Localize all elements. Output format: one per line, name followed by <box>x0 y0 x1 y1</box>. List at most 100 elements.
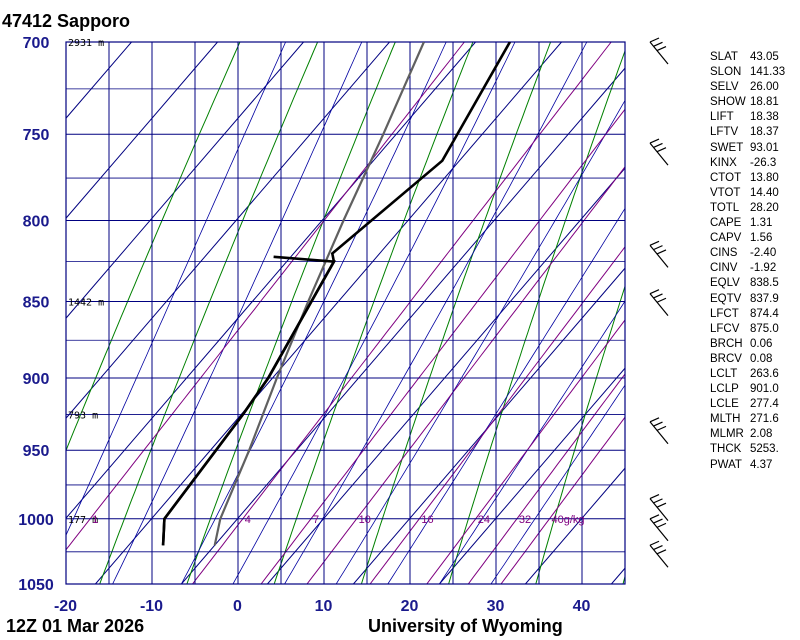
isotherm-line <box>66 42 476 519</box>
isotherm-line <box>95 42 562 584</box>
wind-barb-feather <box>649 417 660 423</box>
mixing-ratio-label: 1 <box>92 514 98 526</box>
index-value: 838.5 <box>750 277 779 290</box>
wind-barb-feather <box>656 522 667 528</box>
wind-barb-feather <box>656 297 667 303</box>
index-value: 1.31 <box>750 217 773 230</box>
index-value: 0.08 <box>750 352 773 365</box>
index-value: 0.06 <box>750 337 773 350</box>
wind-barb-feather <box>656 549 667 555</box>
index-row: CAPE 1.31 <box>710 216 785 231</box>
isotherm-line <box>181 67 625 584</box>
index-name: CTOT <box>710 171 742 184</box>
station-title: 47412 Sapporo <box>2 11 131 31</box>
index-value: 277.4 <box>750 398 779 411</box>
index-name: LFTV <box>710 126 739 139</box>
index-name: THCK <box>710 443 742 456</box>
temperature-tick-label: 30 <box>487 598 505 615</box>
grid <box>65 41 626 585</box>
wind-barb <box>649 240 669 268</box>
index-value: 43.05 <box>750 51 779 63</box>
background-lines <box>0 42 625 584</box>
pressure-tick-label: 900 <box>23 371 50 388</box>
index-row: LFTV 18.37 <box>710 125 785 140</box>
wind-barb-staff <box>649 518 669 542</box>
index-row: VTOT 14.40 <box>710 186 785 201</box>
observation-date: 12Z 01 Mar 2026 <box>6 616 145 636</box>
index-name: CAPE <box>710 217 742 230</box>
wind-barb-feather <box>653 245 663 251</box>
index-name: LIFT <box>710 111 734 124</box>
moist-adiabat-line <box>387 207 625 584</box>
isotherm-line <box>439 367 625 584</box>
index-row: LIFT 18.38 <box>710 110 785 125</box>
temperature-tick-label: 10 <box>315 598 333 615</box>
wind-barb-feather <box>649 540 660 546</box>
index-value: 271.6 <box>750 413 779 426</box>
index-name: KINX <box>710 156 737 169</box>
index-row: MLMR 2.08 <box>710 427 785 442</box>
wind-barb-feather <box>653 293 663 299</box>
pressure-tick-label: 700 <box>23 35 50 52</box>
wind-barb-feather <box>653 518 663 524</box>
index-name: SWET <box>710 141 744 154</box>
index-name: CINS <box>710 247 738 260</box>
wind-barb-feather <box>656 147 667 153</box>
index-value: 263.6 <box>750 367 779 380</box>
pressure-tick-label: 950 <box>23 443 50 460</box>
mixing-ratio-label: 7 <box>313 514 319 526</box>
isotherm-line <box>353 267 625 584</box>
credit-label: University of Wyoming <box>368 616 563 636</box>
wind-barb <box>649 289 669 317</box>
index-name: MLMR <box>710 428 744 441</box>
index-value: 28.20 <box>750 201 779 214</box>
stability-indices: SLAT 43.05 SLON 141.33 SELV 26.00 SHOW 18.81 LIF… <box>710 50 785 473</box>
wind-barb <box>649 37 669 65</box>
index-name: EQTV <box>710 292 742 305</box>
index-value: 2.08 <box>750 428 773 441</box>
index-value: 93.01 <box>750 141 779 154</box>
wind-barb-staff <box>649 244 669 268</box>
isotherm-line <box>66 42 304 319</box>
index-value: 1.56 <box>750 232 773 245</box>
index-row: CINV -1.92 <box>710 261 785 276</box>
wind-barb <box>649 540 669 568</box>
temperature-tick-label: 0 <box>233 598 242 615</box>
wind-barb-feather <box>649 514 660 520</box>
index-name: VTOT <box>710 186 741 199</box>
mixing-ratio-line <box>306 165 625 584</box>
index-name: BRCH <box>710 337 743 350</box>
wind-barb-staff <box>649 41 669 65</box>
dry-adiabat-line <box>186 42 396 584</box>
index-row: LFCT 874.4 <box>710 307 785 322</box>
index-name: EQLV <box>710 277 740 290</box>
temperature-tick-label: 20 <box>401 598 419 615</box>
index-row: EQTV 837.9 <box>710 292 785 307</box>
dry-adiabat-line <box>99 42 319 584</box>
wind-barb-feather <box>653 41 663 47</box>
wind-barb-staff <box>649 421 669 445</box>
index-name: MLTH <box>710 413 741 426</box>
index-value: 14.40 <box>750 186 779 199</box>
mixing-ratio-line <box>260 108 625 584</box>
isotherm-line <box>0 42 46 584</box>
index-name: LCLT <box>710 367 738 380</box>
index-value: 18.81 <box>750 96 779 109</box>
temperature-tick-label: 40 <box>573 598 591 615</box>
index-row: SLAT 43.05 <box>710 50 785 65</box>
wind-barb-feather <box>653 421 663 427</box>
index-value: -26.3 <box>750 156 777 169</box>
height-label: 2931 m <box>68 38 104 49</box>
index-row: SELV 26.00 <box>710 80 785 95</box>
index-value: 901.0 <box>750 383 779 396</box>
axis-labels: 700 750 800 850 900 950 1000 1050-20 -10 0 10 20 30 4… <box>18 35 590 615</box>
index-row: LCLT 263.6 <box>710 367 785 382</box>
wind-barb-feather <box>656 46 667 52</box>
index-name: SLON <box>710 66 742 79</box>
index-row: LCLE 277.4 <box>710 397 785 412</box>
index-row: CTOT 13.80 <box>710 171 785 186</box>
wind-barbs <box>649 37 669 568</box>
index-name: CINV <box>710 262 738 275</box>
index-row: BRCH 0.06 <box>710 337 785 352</box>
wind-barb-feather <box>653 498 663 504</box>
